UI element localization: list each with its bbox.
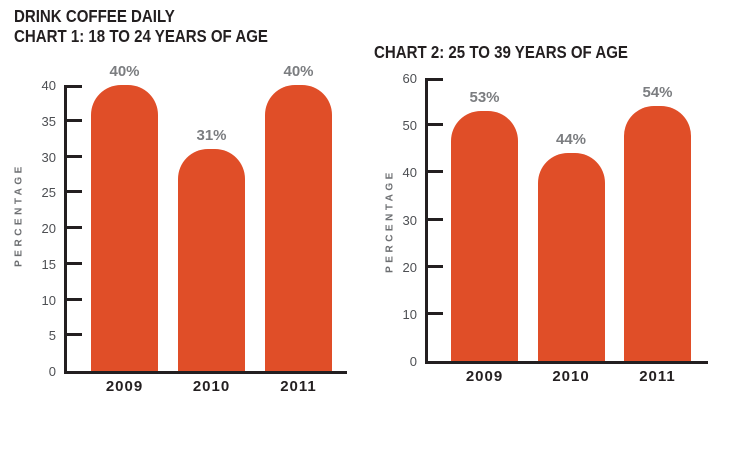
chart-title: CHART 2: 25 TO 39 YEARS OF AGE bbox=[374, 42, 669, 62]
bar-value-label: 53% bbox=[469, 89, 500, 106]
plot-area: 0 5 10 15 20 25 30 35 40 40% 2009 31% 2010 40% 2011 bbox=[42, 63, 347, 395]
bar bbox=[91, 85, 158, 371]
chart-title-line: DRINK COFFEE DAILY bbox=[14, 6, 175, 26]
y-tick-label: 5 bbox=[48, 328, 56, 343]
y-tick-label: 25 bbox=[41, 185, 56, 200]
y-axis-label: PERCENTAGE bbox=[13, 163, 25, 267]
y-tick-mark bbox=[428, 218, 443, 221]
y-tick-label: 15 bbox=[41, 257, 56, 272]
y-tick-mark bbox=[67, 155, 82, 158]
y-tick-mark bbox=[428, 78, 443, 81]
y-tick-label: 20 bbox=[41, 221, 56, 236]
y-tick-label: 0 bbox=[48, 364, 56, 379]
plot-area: 0 10 20 30 40 50 60 53% 2009 44% 2010 54% 2011 bbox=[403, 71, 708, 385]
y-tick-label: 50 bbox=[402, 118, 417, 133]
bar bbox=[624, 106, 691, 361]
y-tick-label: 60 bbox=[402, 71, 417, 86]
y-tick-mark bbox=[67, 262, 82, 265]
bar bbox=[265, 85, 332, 371]
chart-title-line: CHART 2: 25 TO 39 YEARS OF AGE bbox=[374, 42, 628, 62]
bar bbox=[451, 111, 518, 361]
y-tick-label: 40 bbox=[402, 165, 417, 180]
y-tick-mark bbox=[67, 298, 82, 301]
x-tick-label: 2009 bbox=[105, 378, 144, 395]
y-tick-mark bbox=[428, 312, 443, 315]
y-tick-mark bbox=[428, 170, 443, 173]
y-tick-mark bbox=[67, 85, 82, 88]
y-tick-label: 35 bbox=[41, 114, 56, 129]
y-tick-label: 30 bbox=[402, 213, 417, 228]
y-tick-mark bbox=[67, 226, 82, 229]
bar-value-label: 40% bbox=[283, 63, 314, 80]
chart-title: DRINK COFFEE DAILY CHART 1: 18 TO 24 YEAR… bbox=[14, 6, 309, 46]
y-tick-mark bbox=[67, 190, 82, 193]
y-tick-label: 0 bbox=[409, 354, 417, 369]
y-tick-label: 40 bbox=[41, 78, 56, 93]
x-tick-label: 2011 bbox=[639, 368, 676, 385]
bar bbox=[537, 153, 605, 361]
y-tick-label: 30 bbox=[41, 150, 56, 165]
x-tick-label: 2009 bbox=[465, 368, 504, 385]
y-tick-label: 10 bbox=[41, 293, 56, 308]
x-tick-label: 2010 bbox=[552, 368, 590, 385]
x-tick-label: 2011 bbox=[280, 378, 317, 395]
bar bbox=[178, 149, 245, 371]
x-tick-label: 2010 bbox=[192, 378, 231, 395]
chart-title-line: CHART 1: 18 TO 24 YEARS OF AGE bbox=[14, 26, 268, 46]
y-tick-mark bbox=[428, 123, 443, 126]
y-tick-mark bbox=[67, 333, 82, 336]
y-tick-mark bbox=[67, 119, 82, 122]
y-tick-label: 20 bbox=[402, 260, 417, 275]
y-tick-mark bbox=[428, 265, 443, 268]
bar-value-label: 44% bbox=[555, 131, 587, 148]
bar-value-label: 31% bbox=[196, 127, 227, 144]
bar-value-label: 54% bbox=[642, 84, 673, 101]
y-tick-label: 10 bbox=[402, 307, 417, 322]
bar-value-label: 40% bbox=[109, 63, 140, 80]
